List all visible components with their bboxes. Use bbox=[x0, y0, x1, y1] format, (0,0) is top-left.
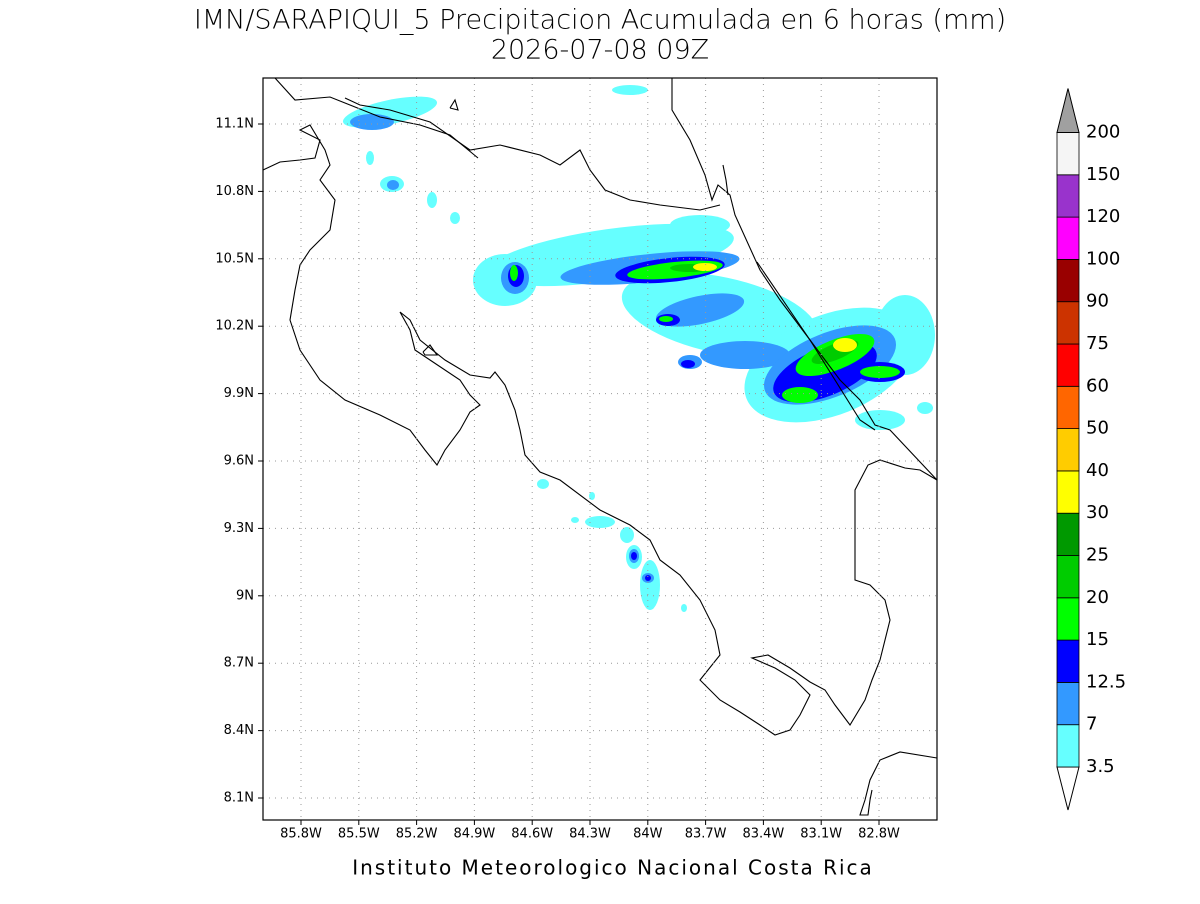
lon-tick-label: 85.2W bbox=[396, 827, 438, 842]
colorbar-label: 20 bbox=[1086, 587, 1109, 608]
colorbar-end-low bbox=[1056, 766, 1080, 811]
colorbar-label: 50 bbox=[1086, 418, 1109, 439]
lat-tick-label: 8.7N bbox=[224, 656, 254, 671]
subtitle: 2026-07-08 09Z bbox=[491, 35, 709, 66]
colorbar-label: 25 bbox=[1086, 545, 1109, 566]
colorbar-label: 12.5 bbox=[1086, 671, 1126, 692]
colorbar-label: 200 bbox=[1086, 122, 1120, 143]
colorbar-segment bbox=[1056, 132, 1080, 176]
lon-tick-label: 84.3W bbox=[569, 827, 611, 842]
lon-tick-label: 84.6W bbox=[511, 827, 553, 842]
colorbar-segment bbox=[1056, 682, 1080, 726]
lon-tick-label: 83.1W bbox=[800, 827, 842, 842]
colorbar-label: 30 bbox=[1086, 502, 1109, 523]
lon-tick-label: 82.8W bbox=[858, 827, 900, 842]
colorbar-segment bbox=[1056, 385, 1080, 429]
lat-tick-label: 11.1N bbox=[215, 117, 254, 132]
lat-tick-label: 9.3N bbox=[224, 521, 254, 536]
colorbar-segment bbox=[1056, 639, 1080, 683]
colorbar-segment bbox=[1056, 724, 1080, 768]
colorbar-segment bbox=[1056, 428, 1080, 472]
colorbar-segment bbox=[1056, 258, 1080, 303]
lon-tick-label: 84W bbox=[633, 827, 663, 842]
graticule bbox=[263, 78, 937, 820]
lon-tick-label: 83.7W bbox=[685, 827, 727, 842]
colorbar-segment bbox=[1056, 343, 1080, 387]
lat-tick-label: 8.4N bbox=[224, 723, 254, 738]
colorbar-label: 7 bbox=[1086, 714, 1097, 735]
lat-tick-label: 10.2N bbox=[215, 319, 254, 334]
precipitation-field bbox=[342, 85, 935, 612]
colorbar-label: 75 bbox=[1086, 333, 1109, 354]
colorbar-label: 100 bbox=[1086, 248, 1120, 269]
lon-tick-label: 84.9W bbox=[453, 827, 495, 842]
axis-labels: 11.1N 10.8N 10.5N 10.2N 9.9N 9.6N 9.3N 9N 8.7N 8.… bbox=[215, 117, 900, 842]
lat-tick-label: 9.9N bbox=[224, 386, 254, 401]
title: IMN/SARAPIQUI_5 Precipitacion Acumulada … bbox=[194, 5, 1006, 36]
colorbar-label: 120 bbox=[1086, 206, 1120, 227]
lon-tick-label: 85.5W bbox=[338, 827, 380, 842]
colorbar-label: 150 bbox=[1086, 164, 1120, 185]
colorbar-label: 40 bbox=[1086, 460, 1109, 481]
lat-tick-label: 10.8N bbox=[215, 184, 254, 199]
colorbar-segment bbox=[1056, 470, 1080, 514]
colorbar-segment bbox=[1056, 555, 1080, 599]
lat-tick-label: 9.6N bbox=[224, 454, 254, 469]
colorbar-end-high bbox=[1056, 88, 1080, 133]
colorbar-label: 15 bbox=[1086, 629, 1109, 650]
footer: Instituto Meteorologico Nacional Costa R… bbox=[352, 856, 874, 880]
colorbar: 3.5 7 12.5 15 20 25 30 40 50 60 75 90 100 120 150 200 bbox=[1056, 88, 1126, 811]
colorbar-segment bbox=[1056, 597, 1080, 641]
colorbar-segment bbox=[1056, 512, 1080, 556]
lon-tick-label: 83.4W bbox=[742, 827, 784, 842]
colorbar-segment bbox=[1056, 301, 1080, 345]
map-frame bbox=[262, 77, 938, 821]
colorbar-label: 90 bbox=[1086, 291, 1109, 312]
lon-tick-label: 85.8W bbox=[280, 827, 322, 842]
colorbar-segment bbox=[1056, 216, 1080, 260]
colorbar-segment bbox=[1056, 174, 1080, 218]
coastlines bbox=[262, 77, 938, 816]
colorbar-label: 60 bbox=[1086, 375, 1109, 396]
lat-tick-label: 8.1N bbox=[224, 791, 254, 806]
lat-tick-label: 9N bbox=[236, 588, 254, 603]
lat-tick-label: 10.5N bbox=[215, 251, 254, 266]
colorbar-label: 3.5 bbox=[1086, 756, 1115, 777]
